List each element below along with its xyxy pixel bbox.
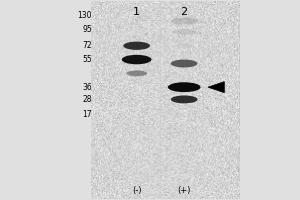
Text: 55: 55 xyxy=(82,55,92,64)
Text: 17: 17 xyxy=(82,110,92,119)
Ellipse shape xyxy=(171,95,198,103)
Text: 1: 1 xyxy=(133,7,140,17)
Text: 28: 28 xyxy=(82,95,92,104)
Text: 36: 36 xyxy=(82,83,92,92)
Ellipse shape xyxy=(122,55,152,64)
Ellipse shape xyxy=(172,29,196,35)
Text: (-): (-) xyxy=(132,186,141,195)
FancyBboxPatch shape xyxy=(91,1,239,199)
Ellipse shape xyxy=(168,82,200,92)
Ellipse shape xyxy=(175,43,193,48)
Text: 130: 130 xyxy=(77,11,92,20)
Text: (+): (+) xyxy=(178,186,191,195)
Ellipse shape xyxy=(171,60,198,67)
Ellipse shape xyxy=(126,70,147,76)
Text: 2: 2 xyxy=(181,7,188,17)
Ellipse shape xyxy=(123,42,150,50)
Polygon shape xyxy=(208,82,224,93)
Ellipse shape xyxy=(171,18,198,25)
Text: 72: 72 xyxy=(82,41,92,50)
Text: 95: 95 xyxy=(82,25,92,34)
